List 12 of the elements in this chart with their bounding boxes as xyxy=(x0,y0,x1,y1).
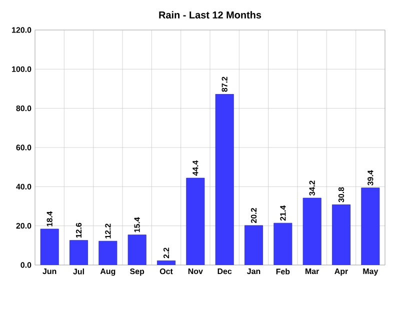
bar xyxy=(332,204,350,265)
bar xyxy=(70,240,88,265)
bar xyxy=(244,225,263,265)
bar xyxy=(303,198,322,265)
bar xyxy=(274,223,292,265)
bar xyxy=(216,94,234,265)
bar xyxy=(98,241,117,265)
bar xyxy=(361,188,380,265)
bar xyxy=(128,234,146,265)
bar xyxy=(40,228,59,265)
bar xyxy=(186,178,204,265)
chart-title: Rain - Last 12 Months xyxy=(159,11,262,18)
